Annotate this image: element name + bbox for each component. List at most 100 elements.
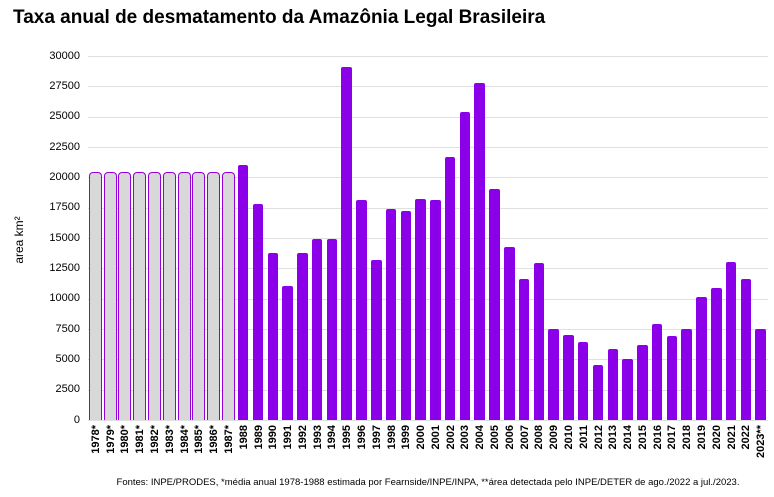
x-tick-label-2011: 2011	[577, 425, 590, 449]
gridline-25000	[88, 116, 768, 118]
x-tick-label-2019: 2019	[695, 425, 708, 450]
bar-2012	[592, 364, 604, 420]
x-tick-label-1984: 1984*	[178, 425, 191, 454]
bar-2017	[666, 335, 678, 420]
bar-1987	[221, 172, 235, 420]
y-tick-label-5000: 5000	[55, 352, 80, 365]
x-tick-label-1998: 1998	[385, 425, 398, 450]
x-tick-label-2009: 2009	[548, 425, 561, 450]
bar-1978	[88, 172, 102, 420]
bar-1993	[311, 239, 323, 420]
bar-2016	[651, 324, 663, 420]
x-tick-label-1983: 1983*	[163, 425, 176, 454]
x-tick-label-2013: 2013	[607, 425, 620, 450]
gridline-20000	[88, 177, 768, 179]
bar-1999	[400, 210, 412, 420]
bar-2023	[755, 329, 766, 420]
y-tick-label-22500: 22500	[49, 140, 80, 153]
x-tick-label-2001: 2001	[429, 425, 442, 450]
gridline-12500	[88, 268, 768, 270]
bar-1986	[207, 172, 221, 420]
bar-1989	[252, 204, 264, 420]
x-tick-label-2003: 2003	[459, 425, 472, 450]
x-tick-label-2002: 2002	[444, 425, 457, 450]
bar-2007	[518, 278, 530, 420]
y-tick-label-30000: 30000	[49, 49, 80, 62]
bar-2002	[444, 157, 456, 420]
x-tick-label-1999: 1999	[400, 425, 413, 450]
chart-title: Taxa anual de desmatamento da Amazônia L…	[13, 7, 546, 28]
bar-1992	[297, 252, 308, 420]
x-tick-label-1993: 1993	[311, 425, 324, 450]
x-tick-label-2008: 2008	[533, 425, 546, 450]
bar-2013	[607, 348, 619, 420]
x-tick-label-2007: 2007	[518, 425, 531, 450]
x-tick-label-2021: 2021	[725, 425, 738, 450]
gridline-2500	[88, 389, 768, 391]
x-tick-label-1992: 1992	[296, 425, 309, 450]
x-tick-label-2016: 2016	[651, 425, 664, 450]
plot-area	[88, 56, 768, 421]
bar-2022	[740, 279, 752, 420]
x-tick-label-1995: 1995	[341, 425, 354, 450]
bar-1991	[282, 286, 293, 420]
bar-2009	[548, 329, 559, 420]
x-tick-label-1989: 1989	[252, 425, 265, 450]
bar-1998	[385, 209, 397, 420]
y-tick-label-15000: 15000	[49, 231, 80, 244]
bar-1984	[177, 172, 191, 420]
x-tick-label-2012: 2012	[592, 425, 605, 450]
bar-2014	[622, 359, 633, 420]
x-tick-label-1997: 1997	[370, 425, 383, 450]
x-tick-label-1982: 1982*	[149, 425, 162, 454]
gridline-5000	[88, 359, 768, 361]
x-tick-label-2014: 2014	[622, 425, 635, 450]
y-tick-label-20000: 20000	[49, 170, 80, 183]
x-tick-label-1996: 1996	[355, 425, 368, 450]
gridline-30000	[88, 56, 768, 57]
bar-1981	[133, 172, 147, 420]
x-tick-label-1981: 1981*	[134, 425, 147, 454]
bar-1995	[341, 67, 352, 420]
x-tick-label-1986: 1986*	[208, 425, 221, 454]
y-tick-label-7500: 7500	[55, 322, 80, 335]
bar-2010	[563, 335, 574, 420]
bar-2018	[681, 328, 692, 420]
bar-1997	[371, 259, 382, 420]
gridline-10000	[88, 298, 768, 300]
x-tick-label-1980: 1980*	[119, 425, 132, 454]
bar-1982	[148, 172, 162, 420]
source-footnote: Fontes: INPE/PRODES, *média anual 1978-1…	[116, 477, 740, 488]
x-tick-label-1991: 1991	[282, 425, 295, 450]
bar-2004	[474, 83, 485, 420]
bar-1983	[162, 172, 176, 420]
x-tick-label-2006: 2006	[503, 425, 516, 450]
bar-1990	[267, 253, 279, 420]
x-tick-label-2000: 2000	[415, 425, 428, 450]
bar-2020	[711, 288, 722, 420]
x-tick-label-2004: 2004	[474, 425, 487, 450]
x-tick-label-2015: 2015	[636, 425, 649, 450]
gridline-0	[88, 420, 768, 421]
x-tick-label-2010: 2010	[562, 425, 575, 450]
gridline-22500	[88, 147, 768, 148]
x-tick-label-1978: 1978*	[89, 425, 102, 454]
gridline-7500	[88, 329, 768, 330]
bar-1979	[103, 172, 117, 420]
bar-1980	[118, 172, 132, 420]
bar-2019	[696, 297, 707, 420]
x-tick-label-2023: 2023**	[755, 425, 768, 459]
bar-2005	[489, 189, 500, 420]
x-tick-label-2020: 2020	[710, 425, 723, 450]
y-tick-label-2500: 2500	[55, 383, 80, 396]
x-tick-label-2022: 2022	[740, 425, 753, 450]
bar-2015	[637, 344, 648, 420]
bar-2003	[459, 111, 471, 420]
x-tick-label-1990: 1990	[267, 425, 280, 450]
bar-1996	[356, 199, 367, 420]
bar-1988	[237, 164, 249, 420]
gridline-17500	[88, 207, 768, 209]
x-tick-label-1985: 1985*	[193, 425, 206, 454]
y-tick-label-25000: 25000	[49, 110, 80, 123]
